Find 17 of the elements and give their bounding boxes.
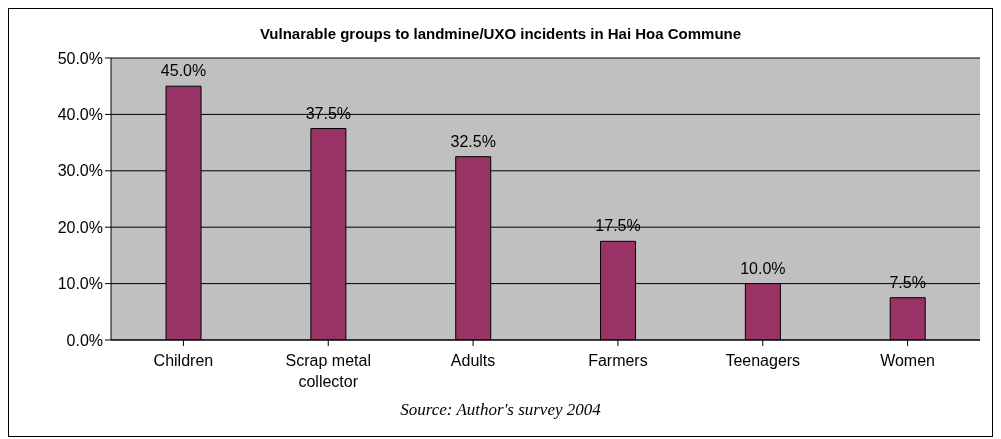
data-label: 32.5% xyxy=(450,132,496,150)
x-tick-label: Women xyxy=(880,352,936,369)
x-tick-label: Children xyxy=(153,352,214,369)
source-note: Source: Author's survey 2004 xyxy=(399,400,602,420)
data-label: 45.0% xyxy=(160,62,207,80)
data-label: 10.0% xyxy=(740,259,786,277)
chart-title: Vulnarable groups to landmine/UXO incidents in Hai Hoa Commune xyxy=(258,25,743,42)
y-tick-label: 40.0% xyxy=(57,106,103,124)
x-tick-label: Adults xyxy=(450,352,496,369)
y-tick-label: 50.0% xyxy=(57,49,103,67)
y-tick-label: 10.0% xyxy=(57,275,103,293)
y-tick-label: 20.0% xyxy=(57,218,103,236)
x-tick-label: Farmers xyxy=(588,352,648,369)
y-tick-label: 30.0% xyxy=(57,162,103,180)
y-tick-label: 0.0% xyxy=(66,331,103,349)
x-tick-label: Teenagers xyxy=(725,352,801,369)
x-tick-label: Scrap metal collector xyxy=(285,352,371,390)
